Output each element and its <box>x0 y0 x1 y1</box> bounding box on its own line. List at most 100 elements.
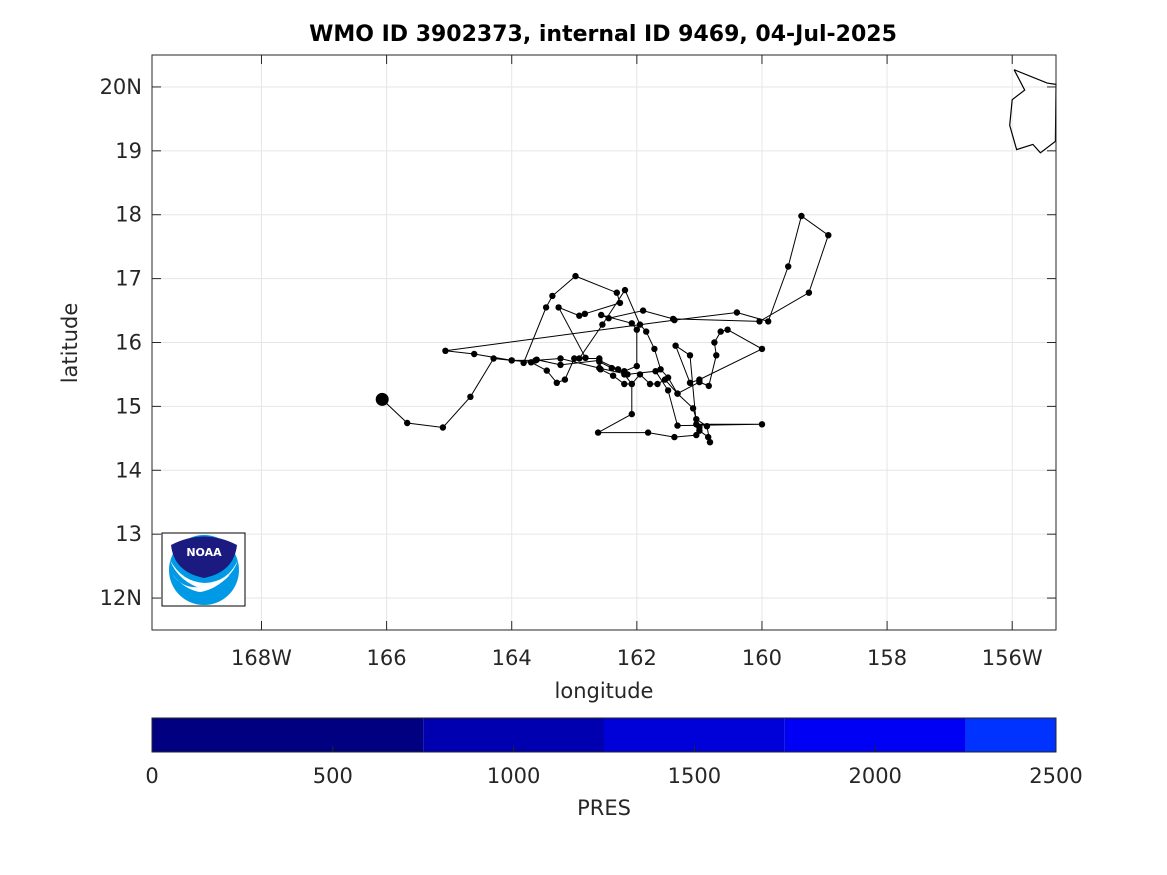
colorbar-segments <box>152 718 1056 752</box>
colorbar-segment <box>152 718 424 752</box>
x-tick-label: 162 <box>617 646 657 670</box>
profile-point <box>711 339 718 346</box>
x-axis-ticks: 168W 166 164 162 160 158 156W <box>231 55 1043 670</box>
profile-point <box>646 380 654 388</box>
profile-point <box>686 379 694 386</box>
y-tick-label: 12N <box>100 586 142 610</box>
profile-point <box>713 352 720 359</box>
x-tick-label: 164 <box>492 646 532 670</box>
profile-point <box>628 410 635 418</box>
y-tick-label: 18 <box>115 203 142 227</box>
profile-point <box>657 366 664 373</box>
profile-point <box>621 368 628 375</box>
profile-point <box>555 304 562 311</box>
profile-point <box>490 355 497 362</box>
profile-point <box>805 289 813 296</box>
profile-point <box>628 380 635 388</box>
profile-point <box>594 429 602 436</box>
profile-point <box>651 345 658 353</box>
coastline <box>1009 69 1057 154</box>
x-axis-label: longitude <box>555 679 654 703</box>
y-tick-label: 20N <box>100 75 142 99</box>
profile-point <box>614 366 622 373</box>
profile-point <box>672 342 679 349</box>
profile-point <box>705 433 712 441</box>
profile-point <box>696 376 703 383</box>
colorbar-tick-label: 1500 <box>668 764 721 788</box>
profile-point <box>532 357 539 364</box>
y-tick-label: 19 <box>115 139 142 163</box>
profile-point <box>705 382 712 390</box>
profile-point <box>674 422 681 429</box>
chart-title: WMO ID 3902373, internal ID 9469, 04-Jul… <box>309 22 897 47</box>
y-axis-label: latitude <box>58 303 82 384</box>
profile-point <box>542 304 550 311</box>
x-tick-label: 160 <box>742 646 782 670</box>
y-axis-ticks: 20N 19 18 17 16 15 14 13 12N <box>100 75 1056 610</box>
profile-point <box>686 352 694 359</box>
profile-point <box>582 354 589 361</box>
grid-lines <box>152 55 1056 630</box>
profile-point <box>785 263 792 270</box>
x-tick-label: 166 <box>367 646 407 670</box>
profile-point <box>639 307 647 314</box>
profile-point <box>576 312 583 319</box>
map-plot-area: 168W 166 164 162 160 158 156W 20N 19 18 17 16 15 14 1… <box>100 54 1057 670</box>
profile-point <box>621 380 628 388</box>
profile-point <box>654 380 661 388</box>
y-tick-label: 13 <box>115 522 142 546</box>
profile-point <box>825 232 832 239</box>
svg-text:NOAA: NOAA <box>186 546 222 559</box>
profile-point <box>508 357 515 364</box>
profile-point <box>549 292 556 300</box>
colorbar-tick-label: 2000 <box>848 764 901 788</box>
colorbar: 0 500 1000 1500 2000 2500 PRES <box>145 717 1083 820</box>
colorbar-tick-label: 0 <box>145 764 158 788</box>
profile-point <box>756 318 763 325</box>
profile-point <box>467 393 474 400</box>
profile-point <box>608 364 615 372</box>
profile-point <box>636 321 644 328</box>
profile-point <box>724 326 731 333</box>
y-tick-label: 17 <box>115 267 142 291</box>
x-tick-label: 158 <box>867 646 907 670</box>
profile-point <box>613 289 620 296</box>
colorbar-tick-label: 2500 <box>1029 764 1082 788</box>
profile-point <box>636 371 644 378</box>
profile-point <box>616 299 624 307</box>
profile-point <box>596 364 603 372</box>
profile-point <box>798 212 805 220</box>
profile-point <box>693 416 700 423</box>
noaa-logo: NOAA <box>161 532 246 607</box>
profile-point <box>664 387 672 394</box>
profile-point <box>758 421 766 428</box>
coastline-island <box>1009 69 1057 154</box>
profile-point <box>758 345 766 353</box>
profile-point <box>596 358 603 365</box>
profile-point <box>671 433 678 441</box>
profile-point <box>669 315 677 323</box>
profile-point <box>765 318 772 325</box>
profile-point <box>571 355 578 362</box>
profile-point <box>572 272 579 280</box>
profile-point <box>561 376 569 383</box>
profile-point <box>633 326 640 333</box>
profile-point <box>644 429 652 436</box>
profile-point <box>674 390 681 397</box>
profile-points <box>375 212 832 446</box>
profile-point <box>693 431 700 439</box>
profile-point <box>598 311 605 319</box>
colorbar-tick-label: 500 <box>313 764 353 788</box>
y-tick-label: 16 <box>115 331 142 355</box>
profile-point <box>706 439 714 446</box>
profile-point <box>643 328 650 335</box>
profile-point <box>664 374 672 381</box>
profile-point <box>717 328 724 335</box>
profile-point <box>576 355 583 362</box>
profile-point <box>543 367 550 374</box>
profile-point <box>693 421 700 428</box>
profile-point <box>442 347 449 354</box>
profile-point <box>557 361 564 369</box>
colorbar-ticks: 0 500 1000 1500 2000 2500 <box>145 746 1083 788</box>
